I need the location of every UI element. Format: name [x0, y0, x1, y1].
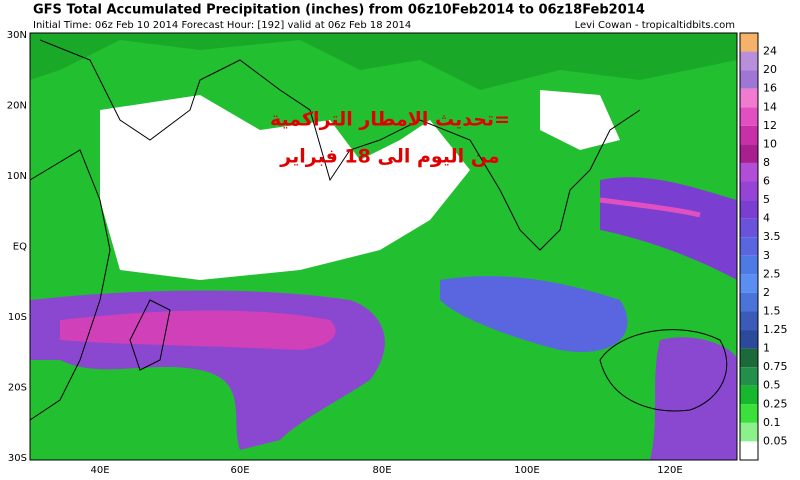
lon-labels: 40E 60E 80E 100E 120E	[90, 465, 682, 476]
lat-label: 10S	[8, 312, 27, 323]
colorbar-segment	[740, 348, 758, 368]
colorbar-label: 1.5	[763, 304, 781, 317]
title: GFS Total Accumulated Precipitation (inc…	[33, 3, 645, 18]
colorbar-label: 4	[763, 212, 770, 225]
colorbar-segment	[740, 51, 758, 71]
colorbar-label: 3.5	[763, 230, 781, 243]
colorbar-segment	[740, 88, 758, 108]
colorbar-segment	[740, 70, 758, 89]
colorbar-label: 5	[763, 193, 770, 206]
colorbar-segment	[740, 311, 758, 331]
colorbar-segment	[740, 125, 758, 145]
lat-label: 30S	[8, 453, 27, 464]
colorbar-segment	[740, 330, 758, 349]
colorbar-label: 0.25	[763, 397, 788, 410]
colorbar-segment	[740, 200, 758, 219]
lon-label: 120E	[657, 465, 682, 476]
colorbar-frame	[739, 32, 759, 461]
colorbar-label: 2.5	[763, 267, 781, 280]
colorbar-segment	[740, 162, 758, 182]
colorbar-segment	[740, 255, 758, 275]
colorbar-label: 0.05	[763, 434, 788, 447]
lon-label: 100E	[514, 465, 539, 476]
colorbar-segment	[740, 274, 758, 293]
colorbar-label: 20	[763, 63, 777, 76]
lon-label: 60E	[230, 465, 249, 476]
lat-label: 10N	[7, 171, 27, 182]
colorbar-segment	[740, 441, 758, 460]
colorbar-label: 24	[763, 45, 777, 58]
colorbar-label: 2	[763, 286, 770, 299]
colorbar-segment	[740, 33, 758, 52]
colorbar-segment	[740, 181, 758, 201]
colorbar-segment	[740, 107, 758, 126]
colorbar-label: 1	[763, 342, 770, 355]
colorbar-segment	[740, 422, 758, 442]
colorbar: 24 20 16 14 12 10 8 6 5 4 3.5 3 2.5 2 1.5 1.25 1 0.75 0.5 0…	[739, 32, 788, 461]
colorbar-label: 6	[763, 175, 770, 188]
colorbar-label: 12	[763, 119, 777, 132]
colorbar-segment	[740, 385, 758, 405]
colorbar-label: 8	[763, 156, 770, 169]
colorbar-segment	[740, 218, 758, 238]
annotation: =تحديث الامطار التراكمية	[270, 109, 510, 131]
lon-label: 40E	[90, 465, 109, 476]
lon-label: 80E	[372, 465, 391, 476]
subtitle: Initial Time: 06z Feb 10 2014 Forecast H…	[33, 20, 411, 31]
credit: Levi Cowan - tropicaltidbits.com	[575, 20, 735, 31]
map: =تحديث الامطار التراكمية من اليوم الى 18…	[29, 32, 738, 461]
lat-label: EQ	[13, 242, 27, 253]
colorbar-segment	[740, 144, 758, 163]
colorbar-label: 14	[763, 100, 777, 113]
lat-label: 20N	[7, 101, 27, 112]
colorbar-segment	[740, 404, 758, 423]
colorbar-label: 0.1	[763, 416, 781, 429]
colorbar-label: 16	[763, 82, 777, 95]
colorbar-label: 3	[763, 249, 770, 262]
colorbar-label: 1.25	[763, 323, 788, 336]
annotation: من اليوم الى 18 فبراير	[279, 146, 499, 168]
colorbar-segment	[740, 237, 758, 256]
colorbar-segment	[740, 292, 758, 312]
colorbar-label: 10	[763, 137, 777, 150]
colorbar-label: 0.5	[763, 379, 781, 392]
colorbar-label: 0.75	[763, 360, 788, 373]
lat-label: 30N	[7, 30, 27, 41]
lat-label: 20S	[8, 383, 27, 394]
colorbar-segment	[740, 367, 758, 386]
lat-labels: 30N 20N 10N EQ 10S 20S 30S	[7, 30, 27, 464]
